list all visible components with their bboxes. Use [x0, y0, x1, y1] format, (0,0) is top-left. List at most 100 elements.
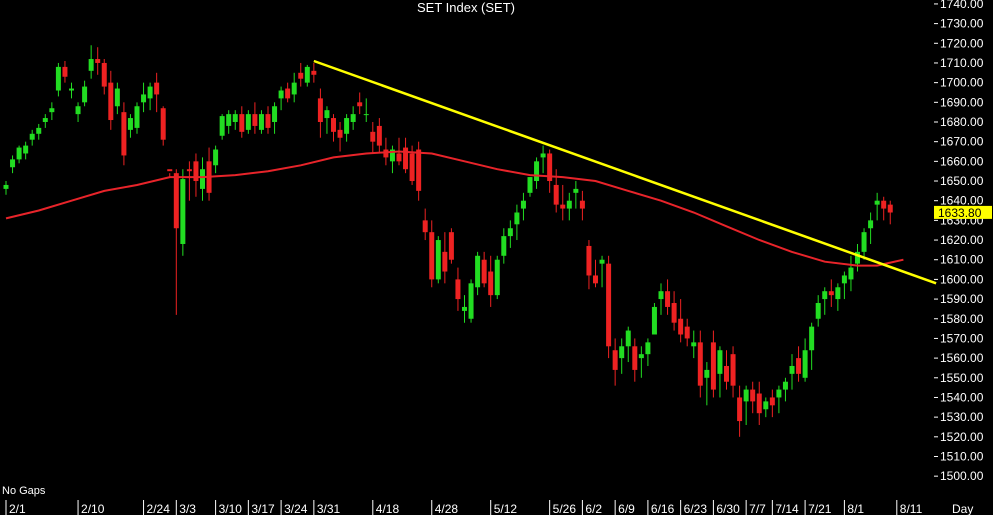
- candle-body: [324, 110, 330, 119]
- candle-body: [658, 291, 664, 300]
- x-tick-label: 6/23: [684, 502, 708, 515]
- candle-body: [475, 255, 481, 288]
- candle-body: [422, 220, 428, 233]
- candle-body: [887, 204, 893, 213]
- candle-body: [606, 263, 612, 347]
- candle-body: [684, 326, 690, 339]
- x-tick-label: 8/1: [847, 502, 864, 515]
- candle-body: [828, 291, 834, 296]
- trendline: [313, 59, 937, 285]
- x-tick-label: 5/12: [494, 502, 518, 515]
- x-tick-label: 7/21: [808, 502, 832, 515]
- x-tick-label: 5/26: [553, 502, 577, 515]
- candle-body: [245, 114, 251, 130]
- candle-body: [501, 236, 507, 256]
- candle-body: [114, 88, 120, 107]
- candle-body: [756, 393, 762, 414]
- candle-body: [291, 82, 297, 95]
- x-tick-label: 2/10: [81, 502, 105, 515]
- x-tick-label: 3/24: [284, 502, 308, 515]
- x-axis: 2/1 2/10 2/24 3/3 3/10 3/17 3/24 3/31 4/18 4/28 5/…: [5, 500, 923, 515]
- candle-body: [147, 86, 153, 99]
- candle-body: [134, 106, 140, 128]
- candle-body: [874, 200, 880, 205]
- candle-body: [514, 212, 520, 225]
- candle-body: [462, 306, 467, 311]
- y-tick-label: 1550.00: [940, 371, 984, 385]
- x-tick-label: 7/14: [775, 502, 799, 515]
- candle-body: [638, 354, 644, 359]
- candle-body: [219, 116, 225, 136]
- candle-body: [737, 397, 743, 422]
- x-tick-label: 6/30: [716, 502, 740, 515]
- candle-body: [579, 200, 585, 209]
- last-price-tag: [934, 205, 992, 219]
- candle-body: [350, 114, 356, 122]
- candle-body: [62, 66, 68, 77]
- y-tick-label: 1580.00: [940, 312, 984, 326]
- y-tick-label: 1650.00: [940, 174, 984, 188]
- candle-body: [750, 389, 756, 402]
- candle-body: [455, 279, 461, 300]
- candle-body: [796, 358, 802, 374]
- candle-body: [389, 149, 395, 162]
- candle-body: [213, 149, 219, 166]
- x-tick-label: 6/9: [618, 502, 635, 515]
- y-tick-label: 1680.00: [940, 115, 984, 129]
- y-tick-label: 1640.00: [940, 194, 984, 208]
- candle-body: [416, 149, 422, 191]
- candle-body: [298, 72, 304, 79]
- candle-body: [769, 397, 775, 406]
- x-tick-label: 3/3: [179, 502, 196, 515]
- candle-body: [730, 354, 736, 386]
- candle-body: [252, 114, 258, 126]
- candle-body: [743, 389, 749, 402]
- candle-body: [665, 291, 671, 307]
- candle-body: [344, 118, 350, 134]
- moving-average-line: [5, 150, 904, 267]
- candle-body: [16, 147, 22, 160]
- candle-body: [23, 145, 29, 154]
- candle-body: [481, 259, 487, 284]
- candle-body: [488, 271, 494, 296]
- candle-body: [861, 232, 867, 252]
- y-tick-label: 1700.00: [940, 76, 984, 90]
- y-tick-label: 1600.00: [940, 272, 984, 286]
- chart-title: SET Index (SET): [417, 0, 515, 15]
- candle-body: [49, 108, 55, 113]
- candle-body: [645, 342, 651, 355]
- candle-body: [376, 125, 382, 146]
- candle-body: [108, 82, 114, 121]
- candle-body: [383, 149, 389, 158]
- candle-body: [651, 306, 657, 335]
- candle-body: [409, 153, 415, 182]
- candle-body: [619, 346, 625, 359]
- x-tick-label: 2/24: [147, 502, 171, 515]
- x-tick-label: 3/31: [317, 502, 341, 515]
- candle-body: [95, 59, 101, 63]
- last-price-label: 1633.80: [938, 206, 982, 220]
- x-tick-label: 2/1: [9, 502, 26, 515]
- candle-body: [815, 303, 821, 319]
- y-tick-label: 1720.00: [940, 36, 984, 50]
- candle-body: [200, 169, 205, 189]
- candle-body: [141, 94, 147, 103]
- candle-body: [396, 153, 402, 162]
- candle-body: [429, 232, 435, 280]
- candle-body: [75, 106, 81, 115]
- candle-body: [278, 90, 284, 99]
- candle-body: [822, 291, 828, 300]
- period-label: Day: [952, 502, 973, 515]
- gaps-note: No Gaps: [2, 485, 46, 497]
- candle-body: [468, 283, 474, 319]
- y-tick-label: 1610.00: [940, 253, 984, 267]
- y-tick-label: 1710.00: [940, 56, 984, 70]
- candle-body: [232, 114, 238, 122]
- candle-body: [363, 114, 369, 116]
- candle-body: [226, 114, 232, 126]
- candle-body: [88, 59, 94, 71]
- candle-body: [704, 369, 710, 378]
- candle-body: [272, 106, 278, 122]
- candle-body: [331, 118, 336, 132]
